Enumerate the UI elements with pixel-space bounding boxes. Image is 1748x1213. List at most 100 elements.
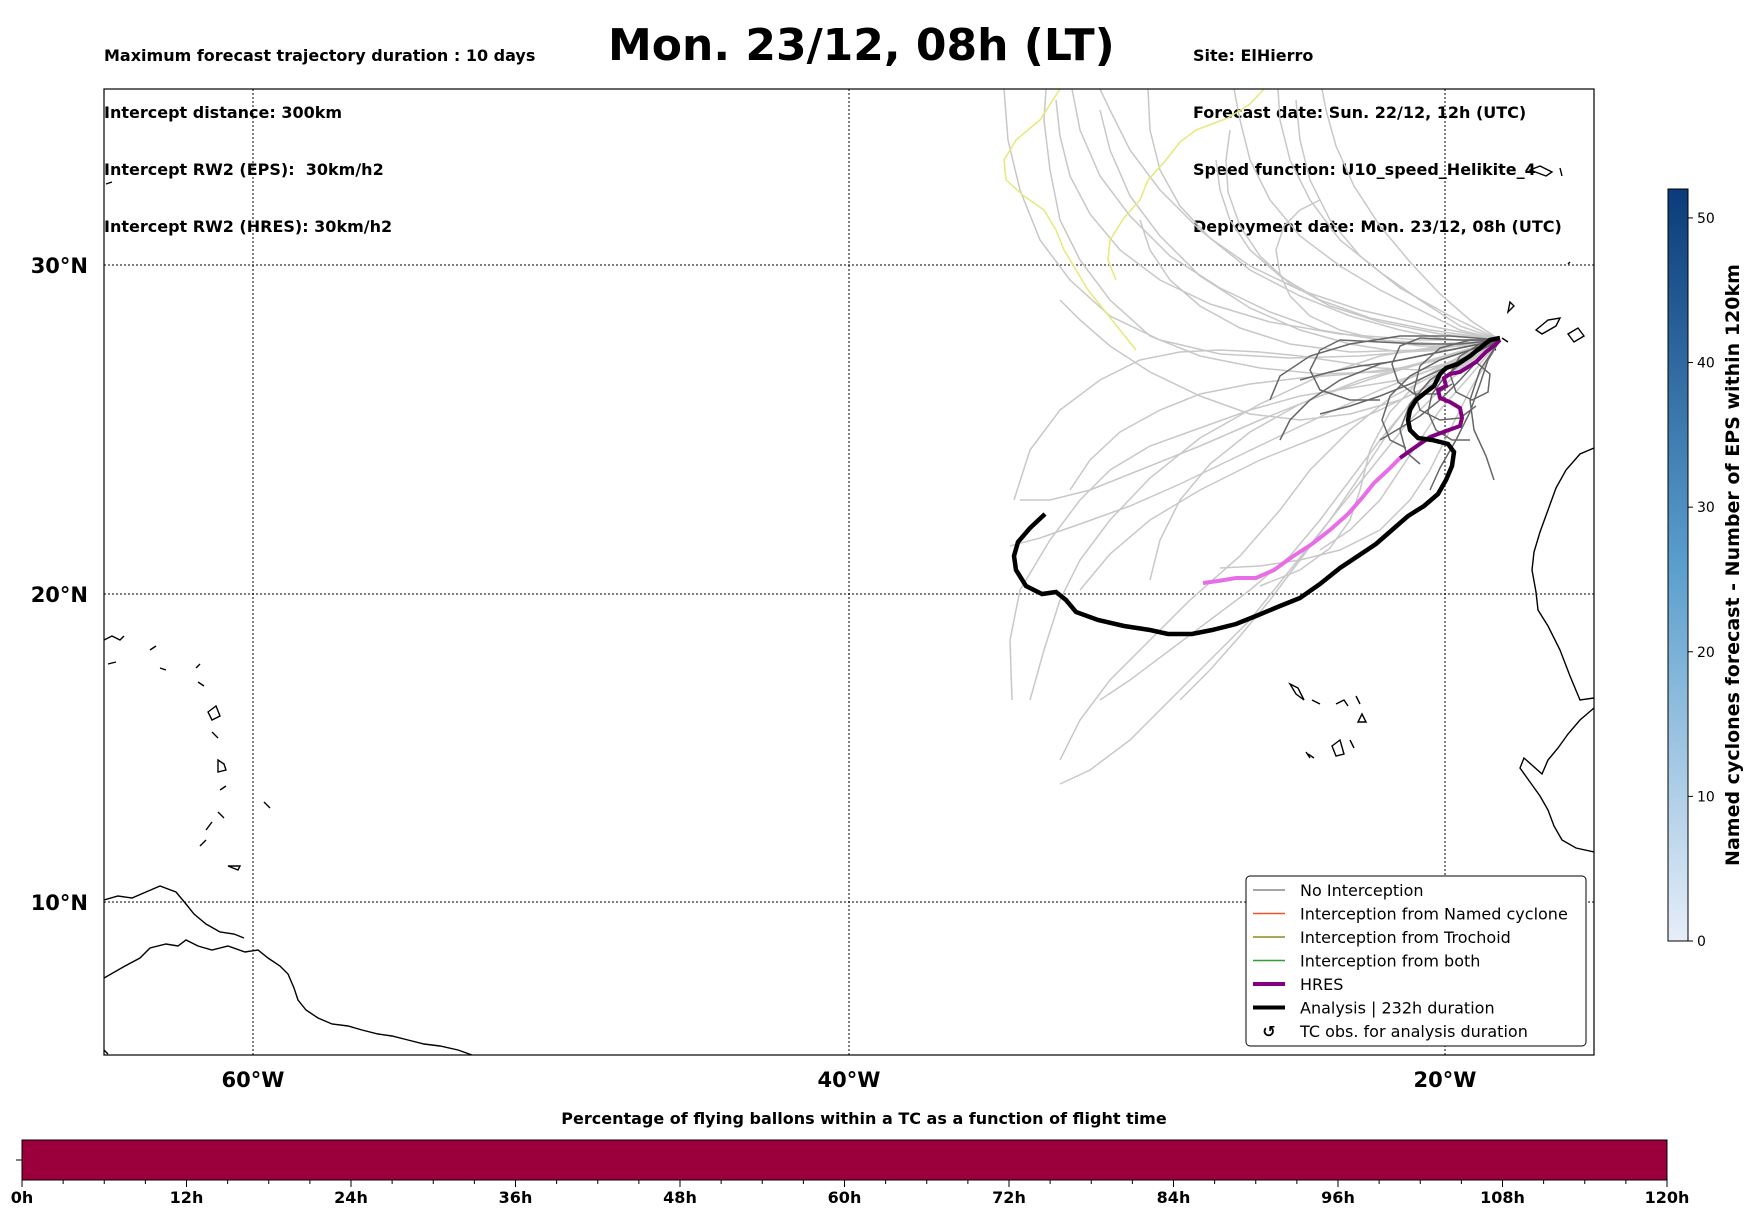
analysis-track xyxy=(1011,335,1501,637)
eps-track-light xyxy=(1215,159,1501,341)
lat-label-10n: 10°N xyxy=(31,891,88,915)
flight-bar-tick-label: 72h xyxy=(992,1188,1026,1207)
page-title: Mon. 23/12, 08h (LT) xyxy=(608,20,1115,71)
eps-track-light xyxy=(1043,89,1501,375)
eps-track-light xyxy=(1099,109,1501,353)
colorbar-tick-label: 50 xyxy=(1697,211,1715,227)
hres-track-early xyxy=(1202,456,1402,585)
lon-label-20w: 20°W xyxy=(1414,1068,1477,1092)
legend-label: TC obs. for analysis duration xyxy=(1299,1022,1528,1041)
flight-bar-tick-label: 108h xyxy=(1480,1188,1525,1207)
eps-track-light xyxy=(1259,339,1501,587)
colorbar: 0 10 20 30 40 50 Named cyclones forecast - Nu… xyxy=(1667,188,1744,950)
legend-item-trochoid: Interception from Trochoid xyxy=(1253,928,1511,947)
eps-track-light xyxy=(1009,339,1501,547)
intercept-eps-text: Intercept RW2 (EPS): 30km/h2 xyxy=(104,160,384,179)
eps-track-dark xyxy=(1279,339,1501,441)
legend-item-named-cyclone: Interception from Named cyclone xyxy=(1253,905,1568,924)
eps-light-tracks xyxy=(1003,89,1501,785)
eps-track-light xyxy=(1149,339,1501,581)
eps-track-light xyxy=(1147,89,1501,341)
colorbar-tick-label: 20 xyxy=(1697,645,1715,661)
coastline-cape-verde xyxy=(1288,682,1368,759)
eps-track-light xyxy=(1020,339,1501,501)
flight-bar-tick-label: 48h xyxy=(663,1188,697,1207)
eps-track-light xyxy=(1003,89,1501,359)
coastlines xyxy=(104,165,1594,1055)
eps-track-dark xyxy=(1381,339,1501,449)
intercept-distance-text: Intercept distance: 300km xyxy=(104,103,343,122)
legend-label: No Interception xyxy=(1300,881,1424,900)
intercept-hres-text: Intercept RW2 (HRES): 30km/h2 xyxy=(104,217,393,236)
flight-bar-tick-label: 36h xyxy=(498,1188,533,1207)
flight-bar-tick-label: 84h xyxy=(1156,1188,1191,1207)
eps-track-light xyxy=(1029,339,1501,701)
legend-label: Analysis | 232h duration xyxy=(1300,999,1495,1018)
legend-item-analysis: Analysis | 232h duration xyxy=(1253,999,1495,1018)
eps-track-light xyxy=(1319,339,1501,551)
eps-track-light xyxy=(1059,339,1501,761)
flight-bar-tick-label: 24h xyxy=(334,1188,368,1207)
flight-bar-tick-label: 0h xyxy=(10,1188,34,1207)
eps-track-light xyxy=(1099,89,1500,341)
eps-track-light xyxy=(1295,99,1501,341)
eps-track-dark xyxy=(1429,339,1501,491)
coastline-antilles xyxy=(104,635,271,871)
site-text: Site: ElHierro xyxy=(1193,46,1314,65)
coastline-south-america xyxy=(104,939,473,1055)
eps-track-yellow xyxy=(1107,89,1265,281)
eps-track-light xyxy=(1013,339,1501,501)
legend-label: Interception from Named cyclone xyxy=(1300,905,1568,924)
forecast-date-text: Forecast date: Sun. 22/12, 12h (UTC) xyxy=(1193,103,1527,122)
coastline-canary-islands xyxy=(1489,300,1586,351)
colorbar-tick-label: 40 xyxy=(1697,356,1715,372)
flight-bar-tick-label: 96h xyxy=(1321,1188,1355,1207)
colorbar-tick-label: 10 xyxy=(1697,789,1715,805)
legend-label: Interception from Trochoid xyxy=(1300,928,1511,947)
flight-bar-tick-label: 120h xyxy=(1644,1188,1690,1207)
eps-track-yellow xyxy=(1003,89,1137,351)
eps-track-dark xyxy=(1449,339,1501,401)
lon-axis-labels: 60°W 40°W 20°W xyxy=(222,1068,1477,1092)
legend-item-no-interception: No Interception xyxy=(1253,881,1424,900)
eps-yellow-tracks xyxy=(1003,89,1265,351)
coastline-africa xyxy=(1519,447,1594,853)
eps-track-light xyxy=(1321,89,1501,341)
flight-bar-title: Percentage of flying ballons within a TC… xyxy=(561,1109,1167,1128)
eps-track-light xyxy=(1059,339,1501,785)
legend-label: HRES xyxy=(1300,975,1343,994)
eps-track-dark xyxy=(1413,339,1500,421)
eps-track-light xyxy=(1225,129,1501,341)
eps-track-dark xyxy=(1391,337,1500,395)
flight-bar-tick-label: 60h xyxy=(827,1188,862,1207)
coastline-misc xyxy=(104,181,1571,1055)
lat-label-30n: 30°N xyxy=(31,254,88,278)
lat-label-20n: 20°N xyxy=(31,583,88,607)
eps-track-dark xyxy=(1309,339,1501,401)
lon-label-40w: 40°W xyxy=(818,1068,881,1092)
eps-track-light xyxy=(1055,99,1500,341)
legend-item-hres: HRES xyxy=(1253,975,1343,994)
legend: No Interception Interception from Named c… xyxy=(1245,875,1587,1047)
legend-item-both: Interception from both xyxy=(1253,952,1480,971)
hres-track xyxy=(1398,338,1502,460)
legend-label: Interception from both xyxy=(1300,952,1480,971)
colorbar-tick-label: 0 xyxy=(1697,934,1706,950)
colorbar-scale xyxy=(1667,188,1689,942)
lat-axis-labels: 30°N 20°N 10°N xyxy=(31,254,88,915)
colorbar-label: Named cyclones forecast - Number of EPS … xyxy=(1722,264,1744,866)
max-duration-text: Maximum forecast trajectory duration : 1… xyxy=(104,46,536,65)
eps-track-dark xyxy=(1269,335,1501,401)
colorbar-tick-label: 30 xyxy=(1697,500,1715,516)
eps-track-light xyxy=(1233,89,1501,341)
eps-track-dark xyxy=(1469,339,1501,481)
deployment-date-text: Deployment date: Mon. 23/12, 08h (UTC) xyxy=(1193,217,1562,236)
flight-time-bar xyxy=(16,1139,1668,1187)
lon-label-60w: 60°W xyxy=(222,1068,285,1092)
eps-dark-tracks xyxy=(1269,335,1501,491)
cyclone-symbol-icon: ↺ xyxy=(1262,1022,1275,1041)
eps-track-light xyxy=(1179,339,1501,701)
eps-track-light xyxy=(1071,89,1501,345)
legend-item-tc-obs: ↺ TC obs. for analysis duration xyxy=(1262,1022,1528,1041)
eps-track-light xyxy=(1277,89,1501,341)
